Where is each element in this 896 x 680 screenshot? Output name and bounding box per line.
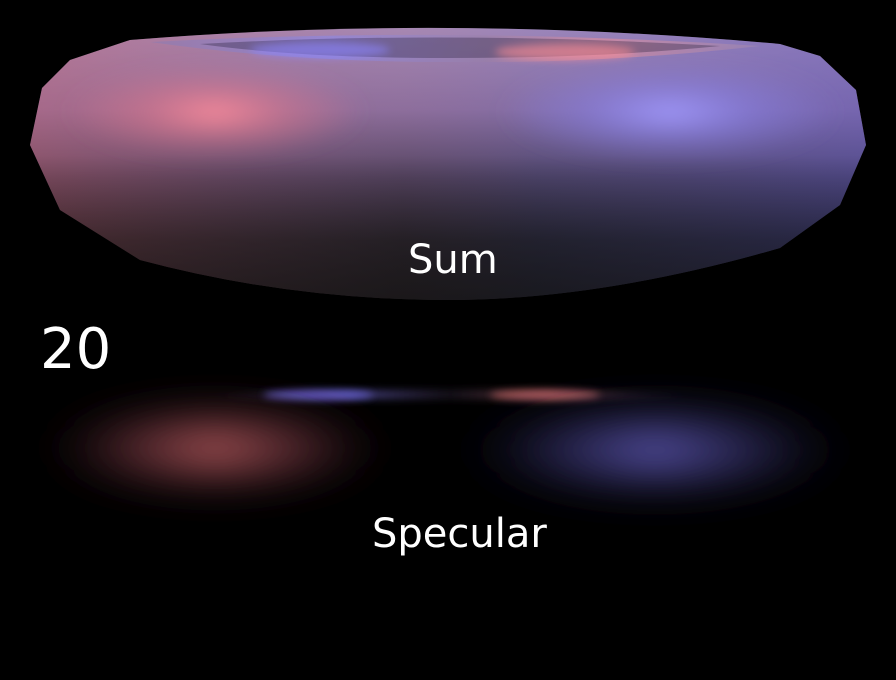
sum-torus bbox=[30, 27, 866, 301]
sum-label: Sum bbox=[408, 237, 498, 283]
specular-label: Specular bbox=[372, 511, 547, 557]
specular-torus bbox=[40, 390, 850, 505]
specular-blue-highlight bbox=[460, 395, 850, 505]
specular-red-highlight bbox=[40, 396, 390, 500]
count-label: 20 bbox=[40, 317, 112, 382]
